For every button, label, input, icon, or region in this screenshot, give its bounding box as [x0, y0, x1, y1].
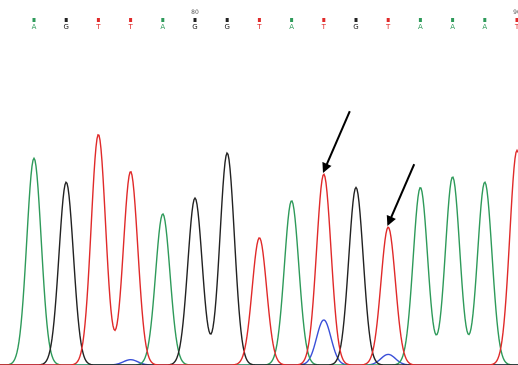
base-call-tick [451, 18, 454, 22]
base-call-letter: A [450, 23, 455, 31]
base-call-letter: G [63, 23, 68, 31]
base-call-tick [290, 18, 293, 22]
base-call-tick [483, 18, 486, 22]
base-call-tick [387, 18, 390, 22]
trace-t [0, 135, 518, 365]
base-call-letter: G [224, 23, 229, 31]
trace-a [0, 158, 518, 365]
base-call-tick [226, 18, 229, 22]
annotation-arrow [324, 111, 350, 171]
base-call-tick [258, 18, 261, 22]
base-call-tick [419, 18, 422, 22]
base-call-letter: A [32, 23, 37, 31]
base-call-letter: T [385, 23, 391, 31]
trace-layer [0, 135, 518, 365]
base-call-tick [355, 18, 358, 22]
position-label: 80 [191, 9, 199, 16]
trace-c [0, 320, 518, 365]
base-call-letter: T [127, 23, 133, 31]
base-call-tick [161, 18, 164, 22]
base-call-letter: A [160, 23, 165, 31]
base-call-tick [194, 18, 197, 22]
base-call-letter: T [321, 23, 327, 31]
base-call-letter: A [289, 23, 294, 31]
base-call-tick [33, 18, 36, 22]
base-call-tick [97, 18, 100, 22]
trace-g [0, 153, 518, 365]
base-call-tick [65, 18, 68, 22]
base-call-letter: A [418, 23, 423, 31]
base-call-letter: G [192, 23, 197, 31]
base-call-letter: T [514, 23, 518, 31]
base-call-track: A G T T A G G T A T G T A A A T 80 90 [32, 9, 518, 31]
annotation-layer [324, 111, 414, 224]
base-call-letter: T [256, 23, 262, 31]
position-label: 90 [513, 9, 518, 16]
base-call-letter: G [353, 23, 358, 31]
base-call-tick [129, 18, 132, 22]
base-call-letter: A [482, 23, 487, 31]
annotation-arrow [388, 164, 414, 224]
base-call-letter: T [95, 23, 101, 31]
base-call-tick [322, 18, 325, 22]
